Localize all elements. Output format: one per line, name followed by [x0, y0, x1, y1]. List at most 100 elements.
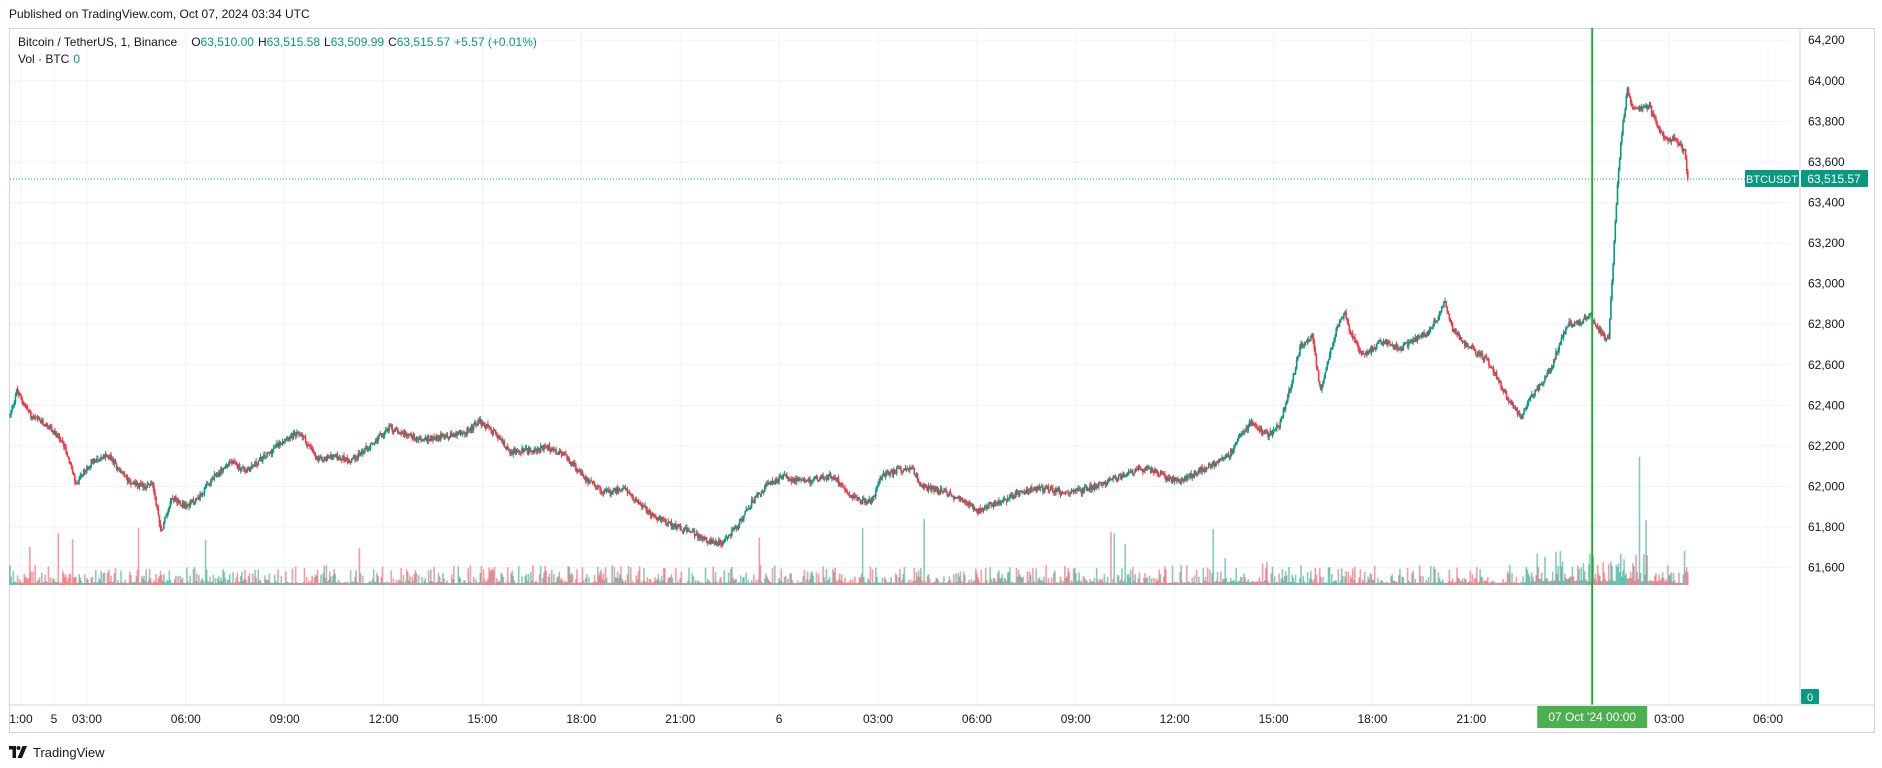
volume-bar	[1367, 576, 1369, 585]
volume-bar	[1067, 568, 1069, 585]
volume-bar	[1513, 581, 1516, 585]
volume-bar	[109, 581, 111, 585]
volume-bar	[292, 582, 295, 585]
volume-label[interactable]: Vol · BTC	[18, 52, 70, 66]
candle-body	[1104, 481, 1107, 485]
volume-bar	[853, 582, 855, 585]
volume-bar	[1568, 578, 1570, 585]
candle-body	[1115, 476, 1118, 480]
candle-body	[995, 502, 998, 505]
candle-body	[259, 456, 262, 459]
symbol-description[interactable]: Bitcoin / TetherUS, 1, Binance	[18, 35, 178, 49]
volume-bar	[523, 582, 526, 585]
volume-bar	[1441, 579, 1444, 585]
volume-bar	[299, 582, 301, 585]
candle-body	[328, 456, 331, 458]
volume-bar	[1379, 582, 1381, 585]
volume-bar	[570, 572, 573, 585]
candle-body	[530, 450, 532, 452]
volume-bar	[513, 580, 516, 585]
candle-body	[1146, 466, 1149, 469]
candle-body	[601, 492, 604, 494]
volume-bar	[25, 577, 28, 585]
candle-body	[1002, 498, 1005, 502]
volume-bar	[748, 582, 751, 585]
candle-body	[840, 483, 843, 485]
volume-bar	[672, 582, 675, 585]
time-axis-tick-label: 03:00	[72, 712, 102, 726]
candle-body	[134, 482, 137, 485]
volume-bar	[1038, 577, 1041, 585]
volume-bar	[237, 581, 240, 585]
candle-body	[1211, 464, 1213, 469]
volume-bar	[460, 582, 463, 585]
volume-bar	[1140, 582, 1143, 585]
candle-body	[924, 484, 927, 486]
volume-bar	[1144, 573, 1146, 585]
volume-bar	[790, 573, 793, 585]
candle-body	[387, 431, 389, 433]
volume-bar	[982, 582, 985, 585]
candle-body	[1678, 144, 1680, 146]
volume-bar	[395, 580, 398, 585]
candle-body	[147, 483, 150, 485]
candle-body	[804, 481, 807, 483]
volume-bar	[34, 565, 37, 585]
volume-bar	[787, 578, 789, 585]
price-axis-tick-label: 64,000	[1808, 74, 1845, 88]
volume-bar	[1483, 580, 1486, 585]
chart-frame[interactable]	[9, 28, 1875, 733]
candle-body	[1240, 433, 1243, 436]
volume-bar	[1681, 582, 1684, 585]
volume-bar	[141, 576, 143, 585]
volume-bar	[410, 582, 412, 585]
candle-body	[948, 491, 951, 496]
candle-body	[1487, 358, 1489, 360]
candle-body	[665, 519, 667, 525]
volume-bar	[722, 582, 724, 585]
volume-bar	[984, 568, 987, 585]
candle-body	[535, 449, 538, 452]
volume-bar	[260, 582, 263, 585]
candle-body	[998, 500, 1000, 504]
candle-body	[787, 477, 789, 479]
volume-bar	[719, 579, 721, 585]
candle-body	[468, 428, 471, 431]
candle-body	[599, 486, 601, 491]
candle-body	[230, 462, 232, 464]
volume-bar	[762, 582, 765, 585]
volume-bar	[1018, 574, 1021, 585]
candle-body	[1231, 449, 1233, 454]
candle-body	[1335, 328, 1338, 337]
volume-bar	[386, 581, 388, 585]
volume-bar	[973, 580, 976, 585]
volume-bar	[1151, 582, 1154, 585]
candle-body	[1032, 489, 1034, 491]
candle-body	[751, 499, 754, 501]
candle-body	[176, 498, 178, 504]
volume-bar	[89, 582, 92, 585]
volume-bar	[248, 573, 251, 585]
candle-body	[231, 462, 233, 465]
published-caption: Published on TradingView.com, Oct 07, 20…	[0, 0, 1882, 28]
candle-body	[1472, 347, 1475, 351]
volume-bar	[1090, 582, 1092, 585]
candle-body	[1500, 381, 1502, 387]
volume-bar	[1029, 574, 1032, 585]
volume-bar	[865, 582, 867, 585]
volume-bar	[959, 571, 962, 585]
candle-body	[212, 479, 215, 481]
volume-bar	[367, 582, 369, 585]
volume-bar	[37, 579, 40, 585]
candle-body	[83, 470, 86, 472]
candle-body	[818, 477, 821, 482]
candle-body	[1243, 430, 1245, 434]
volume-bar	[195, 573, 198, 585]
volume-bar	[591, 582, 594, 585]
volume-bar	[381, 566, 384, 585]
tradingview-footer[interactable]: TradingView	[9, 740, 105, 764]
candle-body	[75, 481, 77, 484]
volume-bar	[1235, 567, 1238, 585]
volume-bar	[370, 582, 373, 585]
